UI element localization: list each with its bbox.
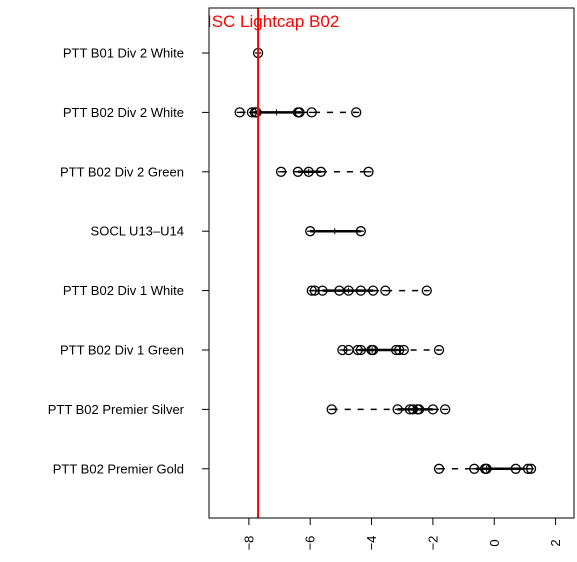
data-point bbox=[510, 463, 521, 474]
reference-label: ISC Lightcap B02 bbox=[207, 12, 339, 31]
category-label: PTT B02 Premier Gold bbox=[53, 461, 184, 476]
category-label: PTT B02 Div 1 White bbox=[63, 283, 184, 298]
data-point bbox=[413, 404, 425, 415]
data-point bbox=[481, 463, 492, 474]
row-6 bbox=[326, 404, 451, 415]
data-point bbox=[380, 285, 391, 296]
row-7 bbox=[433, 463, 537, 474]
row-3 bbox=[305, 226, 366, 237]
data-point bbox=[355, 285, 366, 296]
plot-frame bbox=[208, 7, 575, 519]
category-label: PTT B02 Div 1 Green bbox=[60, 343, 184, 358]
data-point bbox=[355, 344, 366, 356]
data-point bbox=[367, 285, 379, 296]
data-point bbox=[433, 344, 445, 356]
category-axis: PTT B01 Div 2 White PTT B02 Div 2 White PT… bbox=[48, 46, 209, 476]
x-tick-label: −6 bbox=[303, 536, 318, 551]
x-tick-label: 0 bbox=[487, 539, 502, 546]
data-point bbox=[315, 166, 327, 177]
data-point bbox=[367, 344, 379, 356]
x-tick-label: −4 bbox=[364, 536, 379, 551]
data-point bbox=[440, 404, 451, 415]
data-point bbox=[421, 285, 432, 296]
category-label: PTT B01 Div 2 White bbox=[63, 46, 184, 61]
x-tick-label: −2 bbox=[425, 536, 440, 551]
row-5 bbox=[337, 344, 445, 356]
data-point bbox=[309, 285, 320, 296]
data-point bbox=[303, 166, 314, 177]
data-point bbox=[355, 226, 366, 237]
category-label: PTT B02 Div 2 White bbox=[63, 105, 184, 120]
data-point bbox=[398, 344, 409, 356]
row-1 bbox=[234, 107, 362, 118]
data-point bbox=[305, 226, 316, 237]
x-tick-label: 2 bbox=[548, 539, 563, 546]
x-axis: −8 −6 −4 −2 0 2 bbox=[241, 518, 563, 550]
data-point bbox=[427, 404, 439, 415]
data-point bbox=[433, 463, 445, 474]
category-label: PTT B02 Premier Silver bbox=[48, 402, 185, 417]
data-point bbox=[343, 285, 354, 296]
data-point bbox=[317, 285, 328, 296]
data-point bbox=[251, 107, 262, 118]
row-4 bbox=[306, 285, 432, 296]
data-point bbox=[294, 107, 305, 118]
data-rows bbox=[234, 47, 537, 474]
data-point bbox=[306, 107, 317, 118]
row-2 bbox=[275, 166, 374, 177]
data-point bbox=[351, 107, 362, 118]
data-point bbox=[234, 107, 245, 118]
x-tick-label: −8 bbox=[241, 536, 256, 551]
data-point bbox=[275, 166, 287, 177]
category-label: PTT B02 Div 2 Green bbox=[60, 164, 184, 179]
data-point bbox=[363, 166, 374, 177]
category-label: SOCL U13–U14 bbox=[91, 224, 184, 239]
data-point bbox=[292, 166, 304, 177]
data-point bbox=[392, 404, 403, 415]
data-point bbox=[326, 404, 337, 415]
data-point bbox=[525, 463, 537, 474]
data-point bbox=[469, 463, 480, 474]
